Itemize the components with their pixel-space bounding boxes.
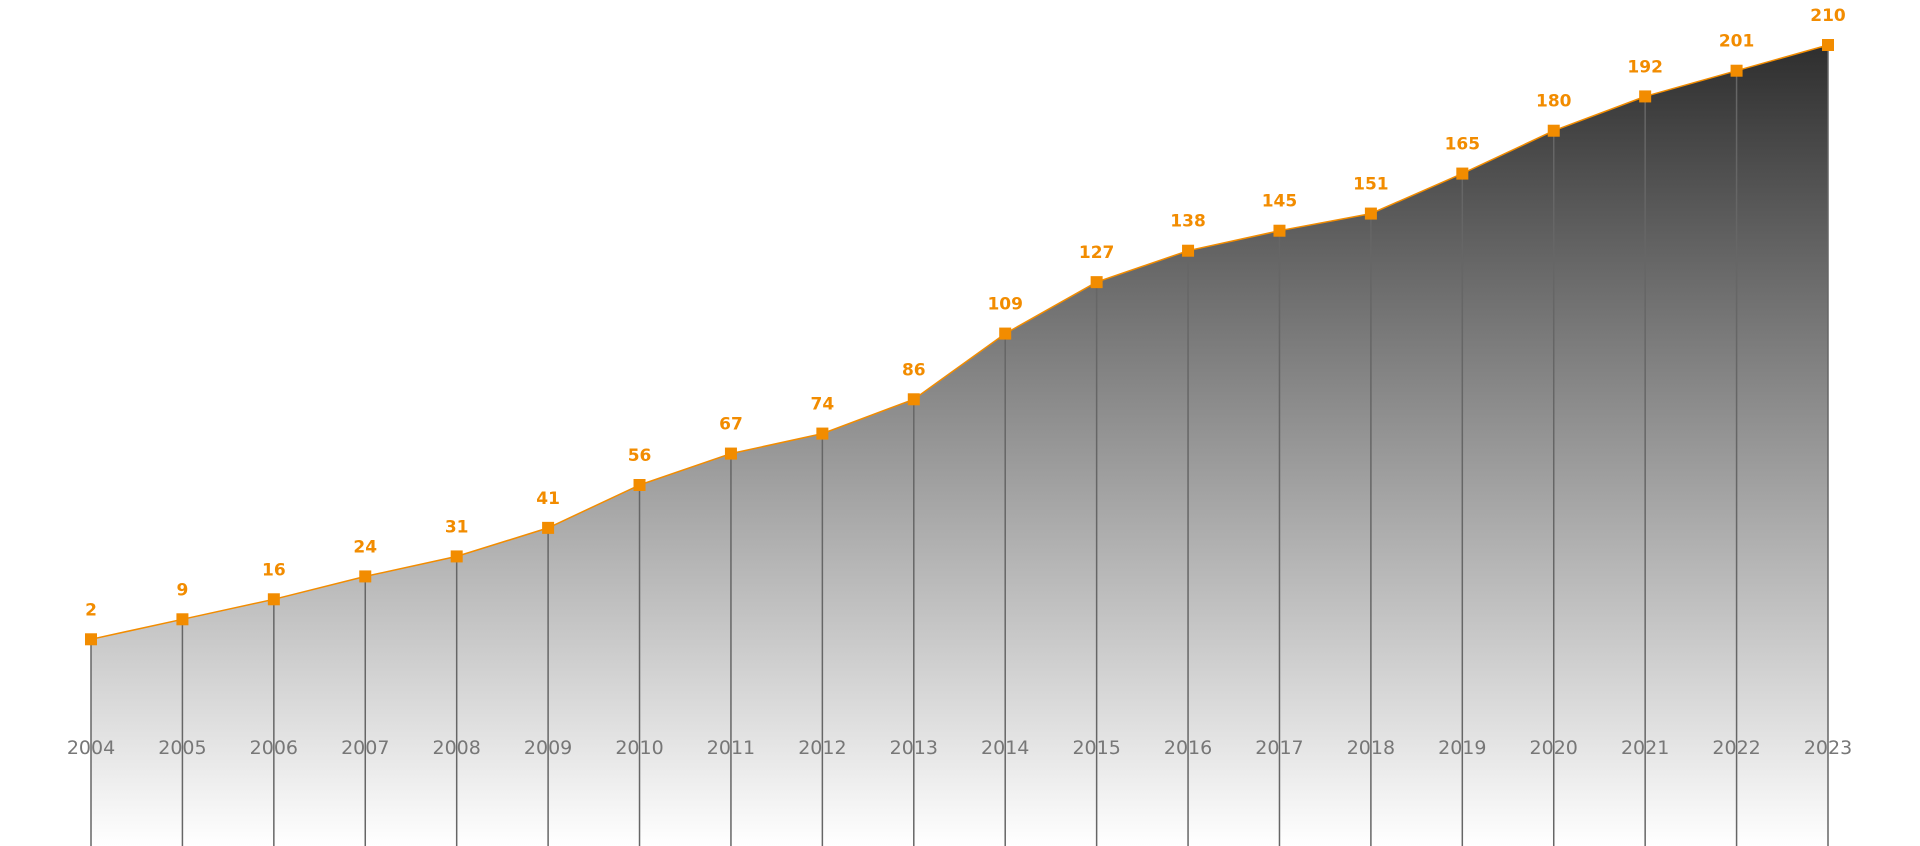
marker [907, 393, 920, 406]
x-tick-label: 2004 [67, 737, 115, 759]
marker [85, 633, 97, 646]
x-tick-label: 2021 [1621, 737, 1669, 759]
marker [633, 479, 646, 491]
value-label: 9 [176, 580, 188, 600]
value-label: 165 [1445, 135, 1481, 155]
marker [724, 447, 737, 460]
value-label: 16 [262, 560, 286, 580]
x-tick-label: 2013 [890, 737, 938, 759]
x-tick-label: 2015 [1072, 737, 1120, 759]
marker [542, 521, 555, 534]
value-label: 24 [353, 537, 377, 557]
marker [1547, 124, 1560, 137]
marker [1639, 90, 1652, 103]
marker [267, 593, 280, 606]
marker [1730, 64, 1743, 77]
marker [1090, 276, 1103, 289]
x-tick-label: 2022 [1712, 737, 1760, 759]
marker [1364, 207, 1377, 220]
x-tick-label: 2020 [1530, 737, 1578, 759]
marker [176, 613, 189, 626]
x-tick-label: 2019 [1438, 737, 1486, 759]
value-label: 2 [85, 600, 97, 620]
x-tick-label: 2007 [341, 737, 389, 759]
x-tick-label: 2014 [981, 737, 1029, 759]
marker [816, 427, 829, 440]
value-label: 67 [719, 415, 743, 435]
marker [999, 327, 1012, 340]
value-label: 74 [811, 395, 835, 415]
value-label: 192 [1627, 57, 1663, 77]
area [91, 45, 1828, 846]
value-label: 151 [1353, 175, 1389, 195]
value-label: 201 [1719, 32, 1755, 52]
value-label: 31 [445, 517, 469, 537]
x-tick-label: 2005 [158, 737, 206, 759]
value-label: 56 [628, 446, 652, 466]
x-tick-label: 2010 [615, 737, 663, 759]
value-label: 180 [1536, 92, 1572, 112]
x-tick-label: 2023 [1804, 737, 1852, 759]
marker [1182, 244, 1195, 257]
x-tick-label: 2008 [433, 737, 481, 759]
value-label: 41 [536, 489, 560, 509]
x-tick-label: 2017 [1255, 737, 1303, 759]
marker [1273, 224, 1286, 237]
x-tick-label: 2006 [250, 737, 298, 759]
x-tick-label: 2012 [798, 737, 846, 759]
value-label: 145 [1262, 192, 1298, 212]
value-label: 86 [902, 360, 926, 380]
x-tick-label: 2018 [1347, 737, 1395, 759]
x-tick-label: 2016 [1164, 737, 1212, 759]
value-label: 210 [1810, 6, 1846, 26]
value-label: 138 [1170, 212, 1206, 232]
x-tick-label: 2009 [524, 737, 572, 759]
marker [1456, 167, 1469, 180]
line [90, 44, 1829, 641]
marker [450, 550, 463, 563]
x-tick-label: 2011 [707, 737, 755, 759]
marker [1822, 39, 1834, 51]
value-label: 127 [1079, 243, 1115, 263]
marker [359, 570, 372, 583]
value-label: 109 [987, 295, 1023, 315]
